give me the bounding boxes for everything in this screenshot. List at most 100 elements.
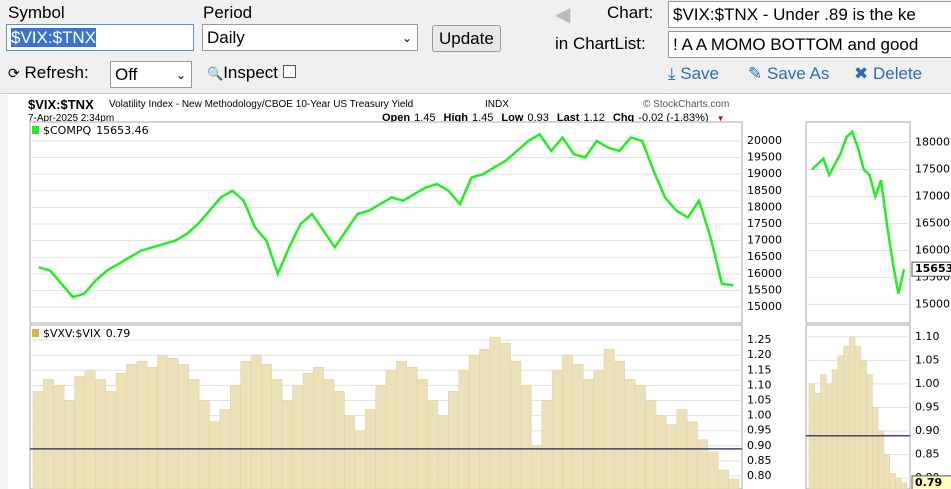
ratio-bar (178, 364, 189, 489)
chart-label: Chart: (607, 3, 654, 22)
stats: Open 1.45 High 1.45 Low 0.93 Last 1.12 Chg -0.02 … (382, 112, 725, 124)
ratio-bar (84, 370, 96, 489)
ratio-bar (883, 454, 890, 489)
back-arrow[interactable]: ◀ (555, 4, 571, 26)
legend-name: $COMPQ (43, 124, 91, 137)
ratio-bar (344, 415, 356, 489)
y-tick-label: 17500 (747, 217, 782, 230)
ratio-bar (895, 477, 902, 489)
ratio-bar (53, 385, 65, 489)
ratio-bar (32, 391, 44, 489)
y-tick-label: 1.10 (915, 330, 940, 343)
ratio-bar (666, 424, 677, 489)
y-tick-label: 1.25 (747, 333, 772, 346)
chartlist-select[interactable]: ! A A MOMO BOTTOM and good (668, 31, 951, 58)
y-tick-label: 1.00 (747, 409, 772, 422)
ratio-bar (593, 370, 605, 489)
chart-date: 7-Apr-2025 2:34pm (28, 113, 115, 124)
legend-value: 0.79 (106, 327, 131, 340)
chart-value: $VIX:$TNX - Under .89 is the ke (673, 5, 916, 24)
y-tick-label: 17000 (747, 234, 782, 247)
ratio-bar (302, 373, 314, 489)
y-tick-label: 18000 (747, 200, 782, 213)
price-line (811, 129, 906, 294)
ratio-bar (261, 364, 273, 489)
ratio-bar (313, 367, 324, 489)
ratio-bar (624, 379, 636, 489)
ratio-bar (541, 400, 553, 489)
y-tick-label: 0.90 (747, 439, 772, 452)
inspect-toggle[interactable]: 🔍Inspect (207, 63, 296, 83)
chart-input[interactable]: $VIX:$TNX - Under .89 is the ke (668, 1, 951, 28)
ratio-bar (479, 348, 491, 489)
ratio-bar (634, 385, 646, 489)
refresh-value: Off (115, 65, 138, 84)
stat-label: Chg (612, 112, 635, 124)
legend-swatch (32, 329, 39, 337)
ratio-bar (849, 336, 856, 489)
ratio-bar (489, 336, 501, 489)
ratio-bar (551, 370, 563, 489)
ratio-bar (157, 354, 169, 489)
stat-label: High (443, 112, 468, 124)
stat-label: Last (556, 112, 580, 124)
ratio-bar (43, 379, 55, 489)
chartlist-value: ! A A MOMO BOTTOM and good (673, 35, 919, 54)
stat-label: Open (382, 112, 411, 124)
inspect-text: Inspect (223, 63, 278, 82)
down-arrow: ▼ (716, 114, 725, 123)
y-tick-label: 15000 (747, 300, 782, 313)
ratio-bar (63, 400, 75, 489)
y-tick-label: 19500 (747, 151, 782, 164)
y-tick-label: 20000 (747, 134, 782, 147)
y-tick-label: 0.80 (747, 469, 772, 482)
ratio-bar (854, 345, 862, 489)
ratio-bar (95, 379, 106, 489)
last-value: 0.79 (915, 476, 942, 489)
y-tick-label: 15000 (915, 297, 950, 310)
delete-text: Delete (872, 64, 923, 83)
y-tick-label: 0.90 (915, 424, 940, 437)
save-as-link[interactable]: ✎ Save As (748, 64, 830, 83)
symbol-input[interactable]: $VIX:$TNX (6, 24, 194, 51)
ratio-bar (655, 415, 667, 489)
ratio-bar (860, 360, 867, 489)
ratio-bar (209, 421, 221, 489)
panel (29, 121, 743, 324)
brand: © StockCharts.com (643, 99, 730, 110)
y-tick-label: 17500 (915, 162, 950, 175)
refresh-select[interactable]: Off ⌄ (110, 61, 192, 88)
last-value-box (911, 475, 951, 489)
toolbar: Symbol $VIX:$TNX Period Daily ⌄ Update ◀ … (0, 0, 951, 94)
ratio-bar (74, 376, 86, 489)
ratio-bar (448, 391, 459, 489)
ratio-bar (520, 385, 532, 489)
refresh-label: ⟳ Refresh: (8, 63, 89, 82)
save-text: Save (680, 64, 719, 83)
ratio-bar (510, 360, 522, 489)
y-tick-label: 16500 (915, 216, 950, 229)
chart-area: 15000 15500 16000 16500 17000 17500 18000 18500… (0, 95, 951, 489)
ratio-bar (831, 369, 839, 489)
legend-value: 15653.46 (96, 124, 149, 137)
delete-link[interactable]: ✖ Delete (854, 64, 923, 83)
ratio-bar (250, 354, 262, 489)
y-tick-label: 1.20 (747, 348, 772, 361)
y-tick-label: 1.10 (747, 378, 772, 391)
ratio-bar (146, 367, 158, 489)
ratio-bar (385, 370, 397, 489)
ratio-bar (843, 345, 850, 489)
save-link[interactable]: ⤓ Save (668, 64, 719, 83)
stat-label: Low (501, 112, 524, 124)
chart-title: $VIX:$TNX (28, 97, 94, 112)
ratio-bar (354, 430, 366, 489)
period-select[interactable]: Daily ⌄ (202, 24, 418, 51)
ratio-bar (531, 445, 542, 489)
ratio-bar (240, 360, 252, 489)
y-tick-label: 1.05 (747, 394, 772, 407)
update-button[interactable]: Update (432, 25, 501, 52)
y-tick-label: 1.15 (747, 363, 772, 376)
last-value: 15653. (915, 262, 951, 275)
y-tick-label: 0.95 (747, 424, 772, 437)
